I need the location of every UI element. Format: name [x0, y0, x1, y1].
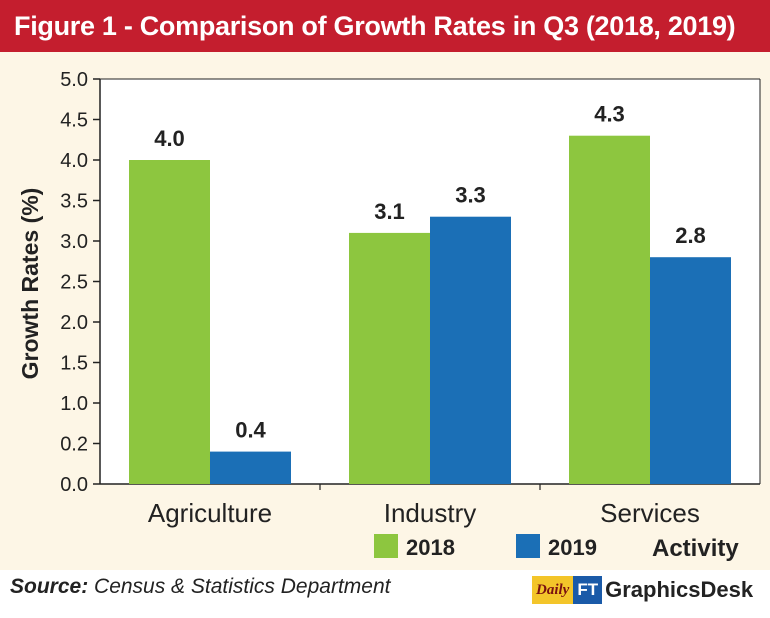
data-label: 2.8	[675, 223, 706, 248]
bar-2019-services	[650, 257, 731, 484]
data-label: 4.0	[154, 126, 185, 151]
bar-2019-industry	[430, 216, 511, 484]
y-tick-label: 2.0	[60, 312, 88, 334]
bar-chart: 0.0 0.2 1.0 1.5 2.0 2.5 3.0 3.5 4.0 4.5 5.0 4.0 0.4 A…	[17, 69, 761, 562]
y-tick-label: 4.5	[60, 110, 88, 132]
bar-2018-services	[569, 135, 650, 484]
legend-swatch-2019	[516, 534, 540, 558]
brand-ft: FT	[573, 576, 603, 604]
x-tick-label: Industry	[384, 498, 477, 528]
source-label: Source:	[10, 575, 89, 598]
legend-label: 2019	[548, 535, 597, 560]
source-text: Census & Statistics Department	[88, 575, 391, 598]
legend-label: 2018	[406, 535, 455, 560]
legend-swatch-2018	[374, 534, 398, 558]
data-label: 3.1	[374, 199, 405, 224]
data-label: 0.4	[235, 418, 266, 443]
bar-2019-agriculture	[210, 451, 291, 484]
y-tick-label: 3.0	[60, 231, 88, 253]
x-tick-label: Agriculture	[148, 498, 272, 528]
bar-2018-industry	[349, 232, 430, 484]
x-axis-label: Activity	[652, 535, 739, 562]
y-tick-label: 1.5	[60, 353, 88, 375]
brand-graphicsdesk: GraphicsDesk	[605, 577, 754, 602]
chart-area: 0.0 0.2 1.0 1.5 2.0 2.5 3.0 3.5 4.0 4.5 5.0 4.0 0.4 A…	[0, 52, 770, 570]
source-note: Source: Census & Statistics Department	[10, 575, 390, 599]
y-tick-label: 3.5	[60, 191, 88, 213]
brand-logo: Daily FT GraphicsDesk	[532, 574, 753, 606]
y-axis-label: Growth Rates (%)	[17, 188, 43, 380]
y-tick-label: 0.0	[60, 474, 88, 496]
brand-daily: Daily	[532, 576, 574, 604]
y-tick-label: 1.0	[60, 393, 88, 415]
y-tick-label: 0.2	[60, 434, 88, 456]
bar-2018-agriculture	[129, 160, 210, 484]
data-label: 3.3	[455, 183, 486, 208]
data-label: 4.3	[594, 102, 625, 127]
y-tick-label: 5.0	[60, 69, 88, 91]
y-tick-label: 4.0	[60, 150, 88, 172]
chart-title: Figure 1 - Comparison of Growth Rates in…	[0, 0, 770, 52]
y-tick-label: 2.5	[60, 272, 88, 294]
x-tick-label: Services	[600, 498, 700, 528]
